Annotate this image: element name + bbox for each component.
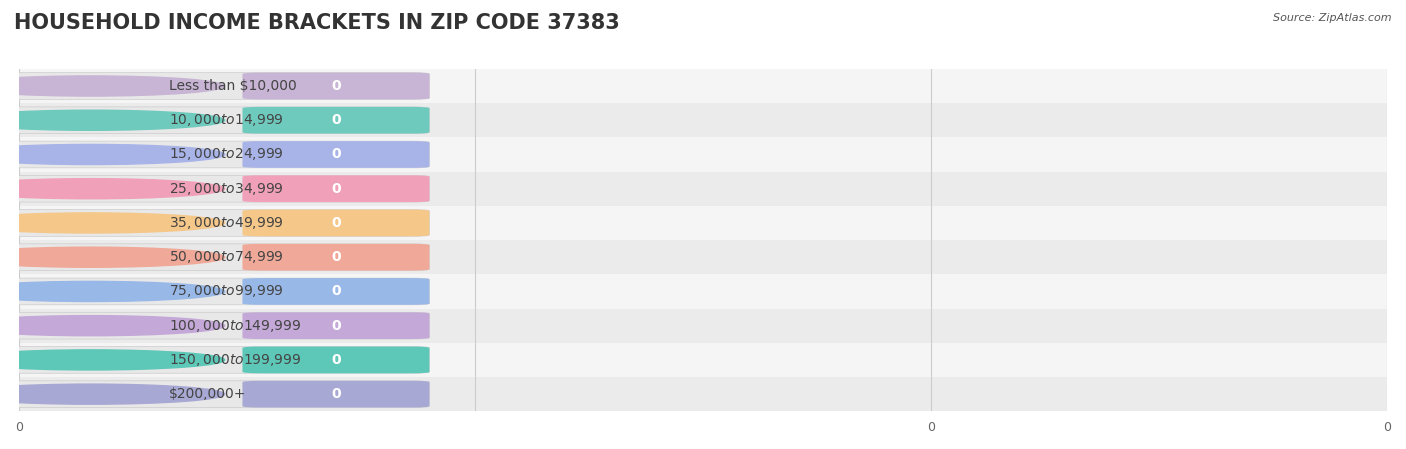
Circle shape bbox=[0, 76, 225, 96]
Circle shape bbox=[0, 110, 225, 130]
Circle shape bbox=[0, 145, 225, 164]
Bar bbox=[20, 69, 1386, 103]
Text: 0: 0 bbox=[330, 147, 340, 162]
Circle shape bbox=[0, 316, 225, 336]
Text: $15,000 to $24,999: $15,000 to $24,999 bbox=[169, 146, 284, 163]
Text: $150,000 to $199,999: $150,000 to $199,999 bbox=[169, 352, 301, 368]
FancyBboxPatch shape bbox=[242, 210, 429, 236]
Text: 0: 0 bbox=[330, 182, 340, 196]
FancyBboxPatch shape bbox=[6, 244, 429, 271]
Text: 0: 0 bbox=[330, 113, 340, 127]
FancyBboxPatch shape bbox=[6, 141, 429, 168]
FancyBboxPatch shape bbox=[242, 244, 429, 271]
Text: $50,000 to $74,999: $50,000 to $74,999 bbox=[169, 249, 284, 265]
Text: 0: 0 bbox=[330, 284, 340, 299]
Circle shape bbox=[0, 247, 225, 267]
Bar bbox=[20, 137, 1386, 172]
Text: 0: 0 bbox=[330, 319, 340, 333]
Bar bbox=[20, 206, 1386, 240]
FancyBboxPatch shape bbox=[6, 347, 429, 373]
FancyBboxPatch shape bbox=[6, 313, 429, 339]
Text: 0: 0 bbox=[330, 216, 340, 230]
FancyBboxPatch shape bbox=[242, 176, 429, 202]
Text: $10,000 to $14,999: $10,000 to $14,999 bbox=[169, 112, 284, 128]
Bar bbox=[20, 343, 1386, 377]
Text: 0: 0 bbox=[330, 250, 340, 264]
Text: $35,000 to $49,999: $35,000 to $49,999 bbox=[169, 215, 284, 231]
Text: $25,000 to $34,999: $25,000 to $34,999 bbox=[169, 180, 284, 197]
FancyBboxPatch shape bbox=[6, 107, 429, 134]
Circle shape bbox=[0, 350, 225, 370]
FancyBboxPatch shape bbox=[6, 381, 429, 408]
Bar bbox=[20, 377, 1386, 411]
FancyBboxPatch shape bbox=[242, 347, 429, 373]
Text: Source: ZipAtlas.com: Source: ZipAtlas.com bbox=[1274, 13, 1392, 23]
Circle shape bbox=[0, 282, 225, 302]
Text: 0: 0 bbox=[330, 353, 340, 367]
Bar bbox=[20, 274, 1386, 308]
Bar bbox=[20, 103, 1386, 137]
FancyBboxPatch shape bbox=[6, 176, 429, 202]
Bar bbox=[20, 240, 1386, 274]
Text: $200,000+: $200,000+ bbox=[169, 387, 246, 401]
Text: $100,000 to $149,999: $100,000 to $149,999 bbox=[169, 318, 301, 334]
Circle shape bbox=[0, 179, 225, 199]
FancyBboxPatch shape bbox=[242, 381, 429, 408]
FancyBboxPatch shape bbox=[242, 278, 429, 305]
Text: $75,000 to $99,999: $75,000 to $99,999 bbox=[169, 283, 284, 299]
FancyBboxPatch shape bbox=[242, 313, 429, 339]
Text: Less than $10,000: Less than $10,000 bbox=[169, 79, 297, 93]
Bar bbox=[20, 172, 1386, 206]
Text: 0: 0 bbox=[330, 387, 340, 401]
FancyBboxPatch shape bbox=[242, 141, 429, 168]
Bar bbox=[20, 308, 1386, 343]
FancyBboxPatch shape bbox=[242, 73, 429, 99]
Circle shape bbox=[0, 384, 225, 404]
Circle shape bbox=[0, 213, 225, 233]
Text: HOUSEHOLD INCOME BRACKETS IN ZIP CODE 37383: HOUSEHOLD INCOME BRACKETS IN ZIP CODE 37… bbox=[14, 13, 620, 34]
FancyBboxPatch shape bbox=[6, 278, 429, 305]
FancyBboxPatch shape bbox=[6, 73, 429, 99]
Text: 0: 0 bbox=[330, 79, 340, 93]
FancyBboxPatch shape bbox=[242, 107, 429, 134]
FancyBboxPatch shape bbox=[6, 210, 429, 236]
